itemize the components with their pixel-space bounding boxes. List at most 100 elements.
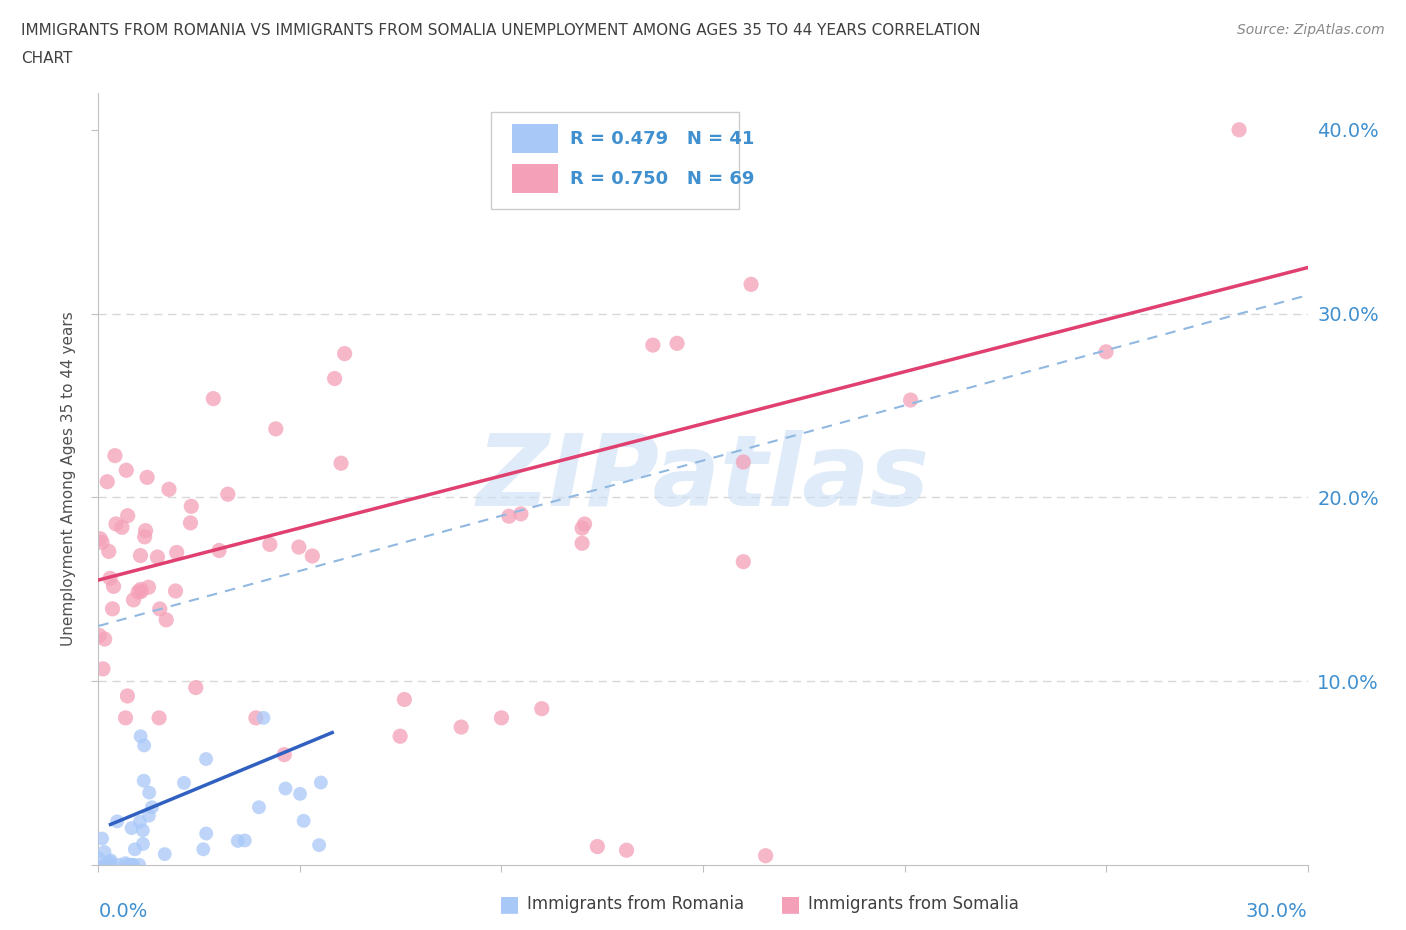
Point <box>292 814 315 829</box>
Point <box>195 826 218 841</box>
Text: ■: ■ <box>499 894 520 914</box>
Point <box>208 543 231 558</box>
Point <box>574 516 596 531</box>
Point <box>202 392 225 406</box>
Point <box>165 583 187 598</box>
Point <box>733 455 755 470</box>
Point <box>149 602 172 617</box>
Point <box>233 833 256 848</box>
Point <box>333 346 356 361</box>
Point <box>105 516 128 531</box>
Point <box>226 833 249 848</box>
Point <box>136 470 159 485</box>
Point <box>93 844 115 859</box>
Point <box>195 751 218 766</box>
Text: ■: ■ <box>780 894 801 914</box>
Point <box>301 549 323 564</box>
Point <box>252 711 274 725</box>
Point <box>138 579 160 594</box>
Point <box>96 474 118 489</box>
Point <box>498 509 520 524</box>
Point <box>180 498 202 513</box>
Point <box>89 628 111 643</box>
Text: Immigrants from Romania: Immigrants from Romania <box>527 895 744 913</box>
Point <box>571 536 593 551</box>
Point <box>103 579 125 594</box>
Point <box>509 507 531 522</box>
Point <box>153 846 176 861</box>
Point <box>132 823 155 838</box>
Point <box>100 853 122 868</box>
Point <box>141 800 163 815</box>
Point <box>138 785 160 800</box>
Point <box>100 857 122 872</box>
Point <box>173 776 195 790</box>
Point <box>288 787 311 802</box>
Point <box>94 857 117 872</box>
Point <box>98 855 121 870</box>
Point <box>308 838 330 853</box>
Text: IMMIGRANTS FROM ROMANIA VS IMMIGRANTS FROM SOMALIA UNEMPLOYMENT AMONG AGES 35 TO: IMMIGRANTS FROM ROMANIA VS IMMIGRANTS FR… <box>21 23 980 38</box>
Point <box>1095 344 1118 359</box>
Point <box>586 839 609 854</box>
Point <box>755 848 778 863</box>
Point <box>309 775 332 790</box>
Point <box>122 592 145 607</box>
Point <box>179 515 201 530</box>
Point <box>91 535 114 550</box>
Point <box>129 548 152 563</box>
Point <box>157 482 180 497</box>
Text: CHART: CHART <box>21 51 73 66</box>
Point <box>94 857 117 872</box>
Point <box>105 814 128 829</box>
Point <box>491 711 513 725</box>
Y-axis label: Unemployment Among Ages 35 to 44 years: Unemployment Among Ages 35 to 44 years <box>60 312 76 646</box>
Point <box>104 448 127 463</box>
Point <box>111 520 134 535</box>
Point <box>134 738 156 753</box>
Text: Immigrants from Somalia: Immigrants from Somalia <box>808 895 1019 913</box>
Point <box>450 720 472 735</box>
Point <box>193 842 215 857</box>
Point <box>274 781 297 796</box>
Point <box>641 338 664 352</box>
Point <box>115 463 138 478</box>
Point <box>247 800 270 815</box>
Point <box>97 544 120 559</box>
Point <box>288 539 311 554</box>
Point <box>273 747 295 762</box>
Point <box>571 521 593 536</box>
Point <box>740 277 762 292</box>
Point <box>132 773 155 788</box>
Text: Source: ZipAtlas.com: Source: ZipAtlas.com <box>1237 23 1385 37</box>
Point <box>121 857 143 872</box>
Point <box>129 729 152 744</box>
Point <box>107 857 129 872</box>
Text: 0.0%: 0.0% <box>98 902 148 921</box>
Point <box>394 692 416 707</box>
Point <box>616 843 638 857</box>
Bar <box>512 164 558 193</box>
Point <box>128 857 150 872</box>
Point <box>121 857 143 872</box>
FancyBboxPatch shape <box>492 113 740 209</box>
Point <box>121 820 143 835</box>
Text: 30.0%: 30.0% <box>1246 902 1308 921</box>
Point <box>166 545 188 560</box>
Point <box>129 584 152 599</box>
Point <box>134 529 156 544</box>
Text: ZIPatlas: ZIPatlas <box>477 431 929 527</box>
Point <box>129 582 152 597</box>
Point <box>117 857 139 872</box>
Point <box>733 554 755 569</box>
Point <box>114 711 136 725</box>
Point <box>330 456 353 471</box>
Point <box>184 680 207 695</box>
Text: R = 0.750   N = 69: R = 0.750 N = 69 <box>569 170 755 189</box>
Point <box>138 808 160 823</box>
Point <box>93 631 115 646</box>
Point <box>127 585 149 600</box>
Point <box>117 509 139 524</box>
Point <box>245 711 267 725</box>
Point <box>217 486 239 501</box>
